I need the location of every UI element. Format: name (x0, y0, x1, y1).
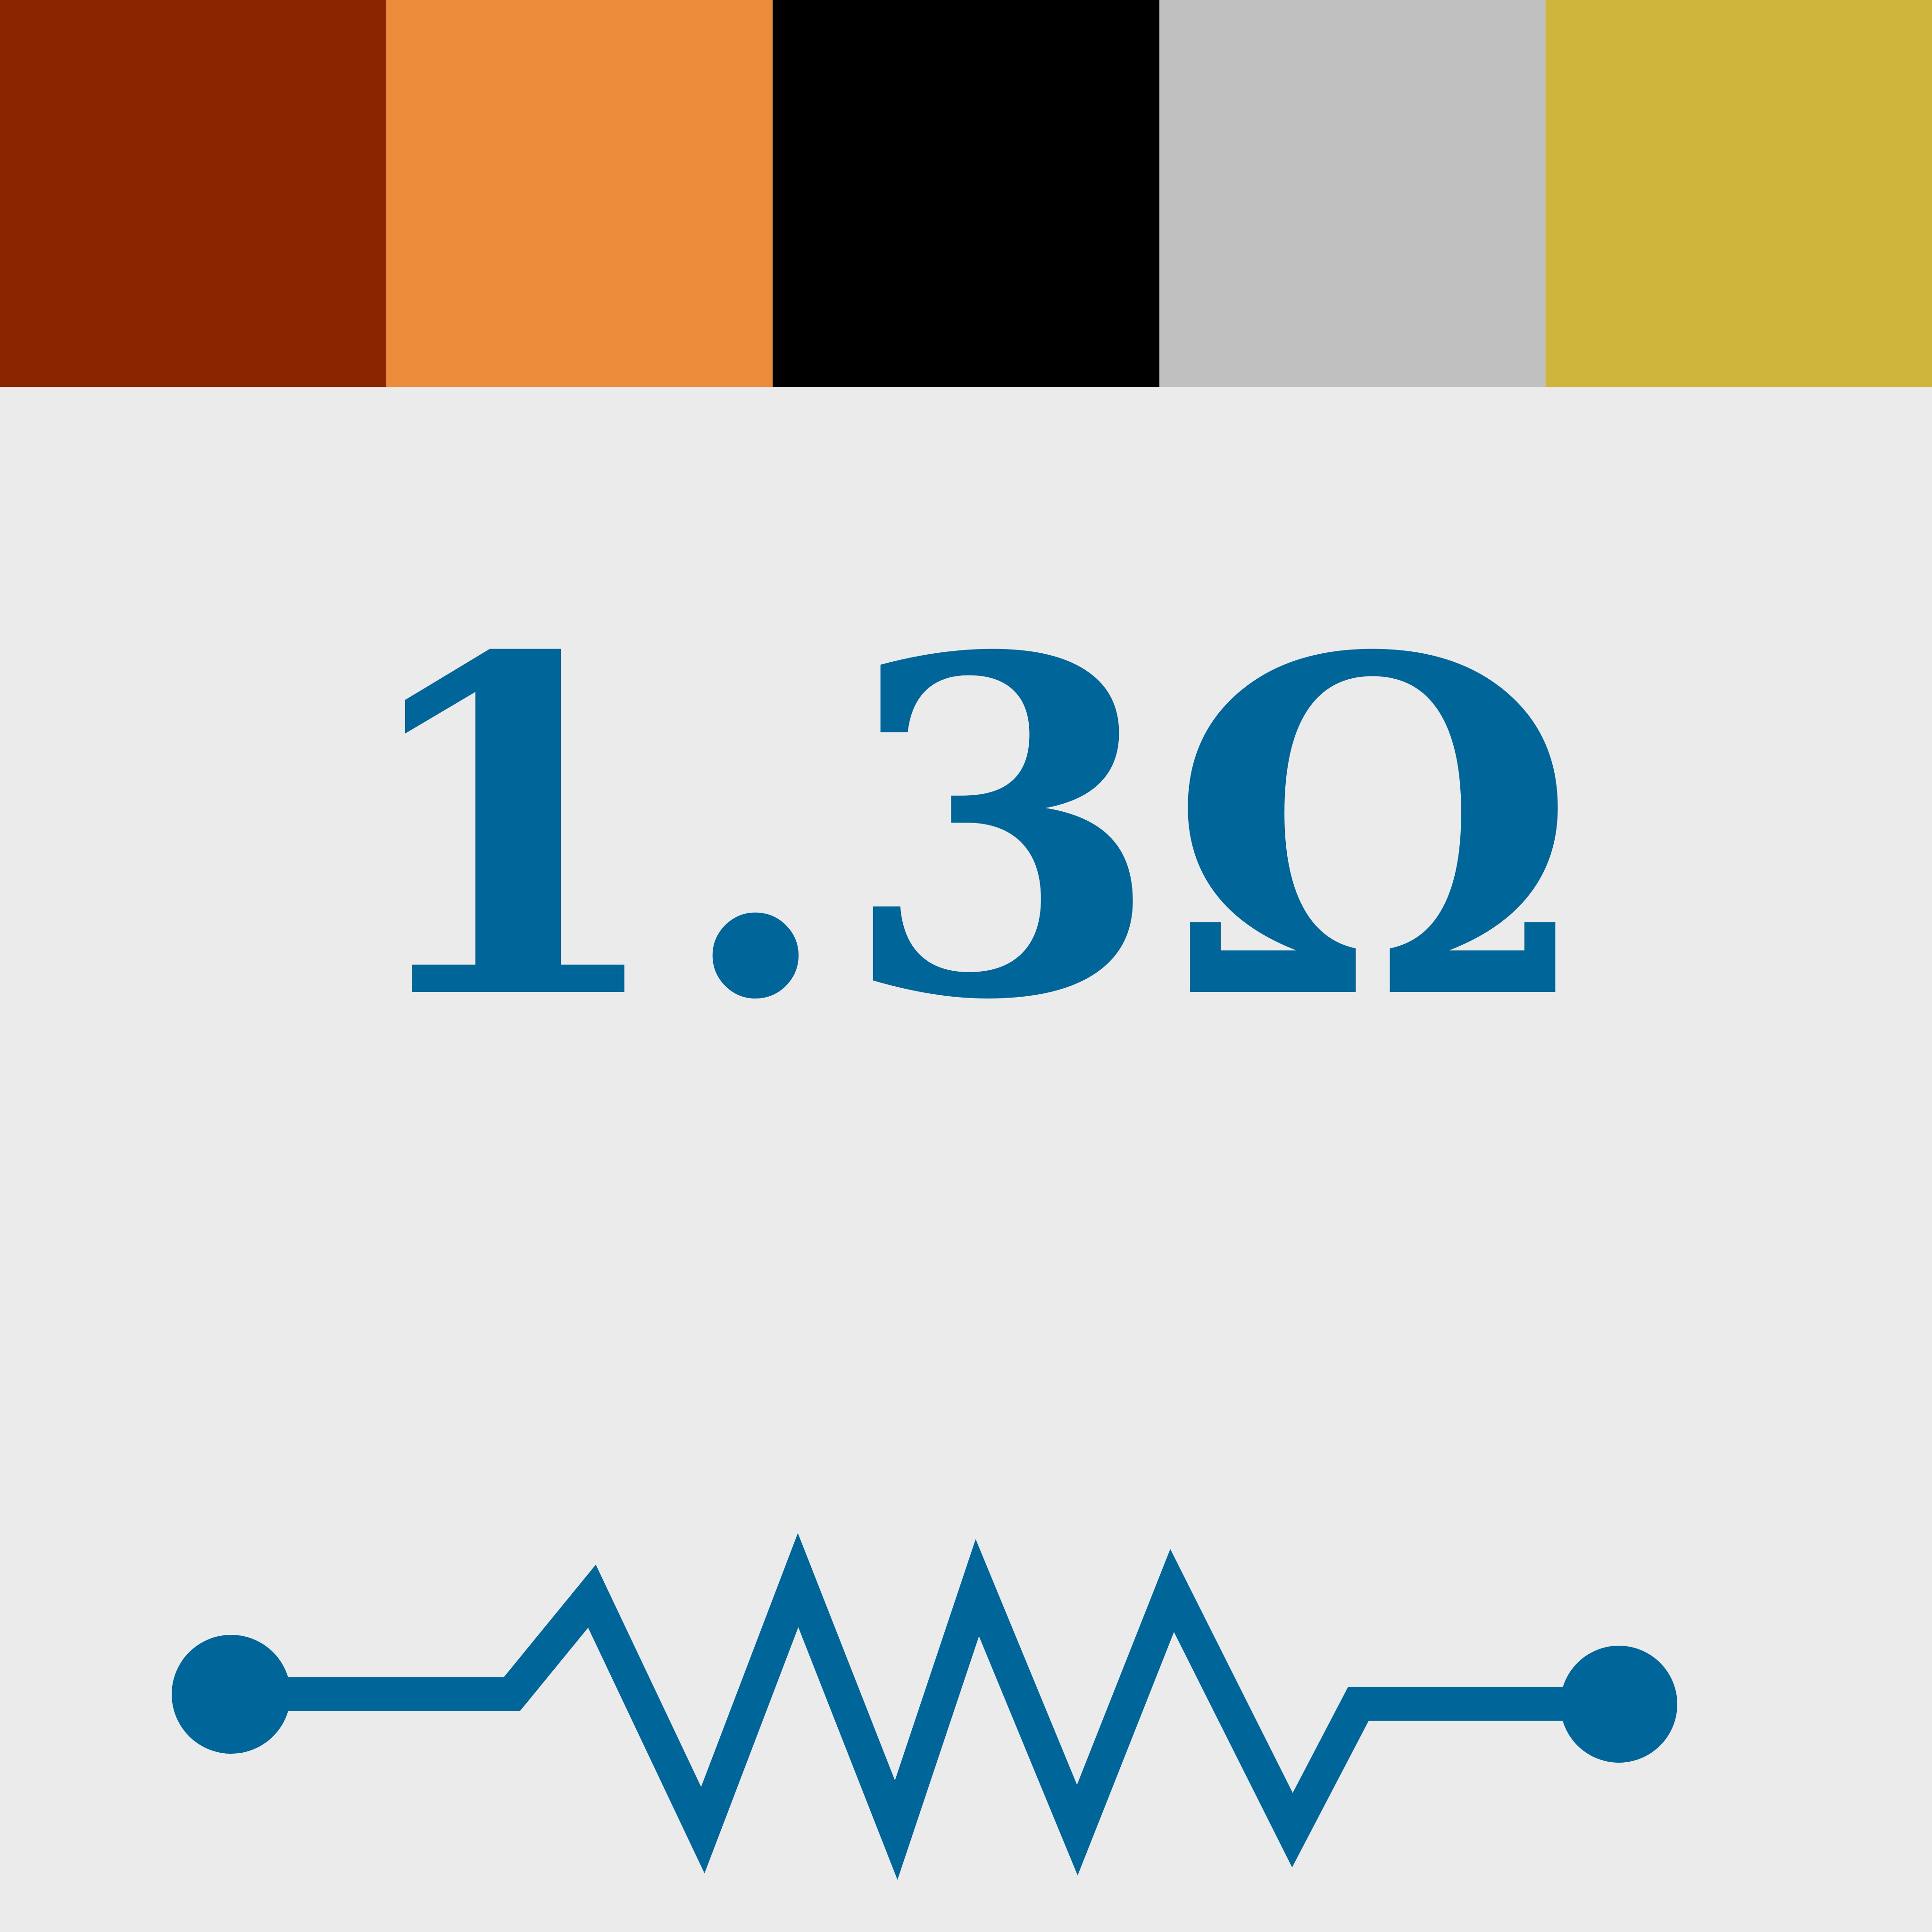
color-band-3 (773, 0, 1159, 387)
color-band-1 (0, 0, 387, 387)
color-band-strip (0, 0, 1932, 387)
resistor-zigzag-icon (264, 1533, 1594, 1880)
left-terminal-icon (172, 1635, 291, 1754)
color-band-2 (386, 0, 773, 387)
color-band-5 (1545, 0, 1932, 387)
resistance-value: 1.3Ω (349, 558, 1583, 1101)
right-terminal-icon (1560, 1646, 1677, 1763)
resistor-symbol-icon (172, 1533, 1677, 1880)
color-band-4 (1159, 0, 1546, 387)
